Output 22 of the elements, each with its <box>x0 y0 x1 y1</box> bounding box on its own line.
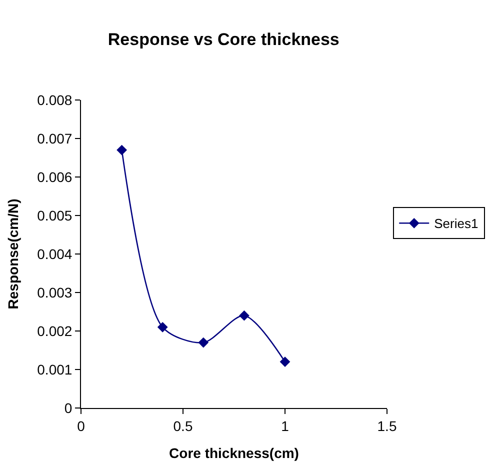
x-tick-label: 0 <box>77 418 86 434</box>
x-tick-label: 1.5 <box>377 418 397 434</box>
point <box>198 337 209 348</box>
point <box>239 310 250 321</box>
y-tick-label: 0.008 <box>37 92 72 108</box>
y-axis-title: Response(cm/N) <box>4 198 21 310</box>
legend-label: Series1 <box>434 216 478 232</box>
y-tick-label: 0.001 <box>37 361 72 378</box>
x-tick-label: 1 <box>281 418 290 434</box>
y-tick-label: 0.003 <box>37 284 72 300</box>
chart-title: Response vs Core thickness <box>108 30 340 49</box>
point <box>116 144 127 156</box>
y-tick-label: 0.002 <box>37 322 72 339</box>
y-tick-label: 0.004 <box>37 246 72 262</box>
y-tick-label: 0.006 <box>37 168 72 185</box>
y-tick-label: 0.007 <box>37 130 72 146</box>
y-tick-label: 0 <box>64 400 72 416</box>
point <box>157 322 168 332</box>
point <box>280 356 290 367</box>
y-tick-label: 0.005 <box>37 207 72 224</box>
x-axis-title: Core thickness(cm) <box>169 445 299 462</box>
x-tick-label: 0.5 <box>173 418 193 434</box>
